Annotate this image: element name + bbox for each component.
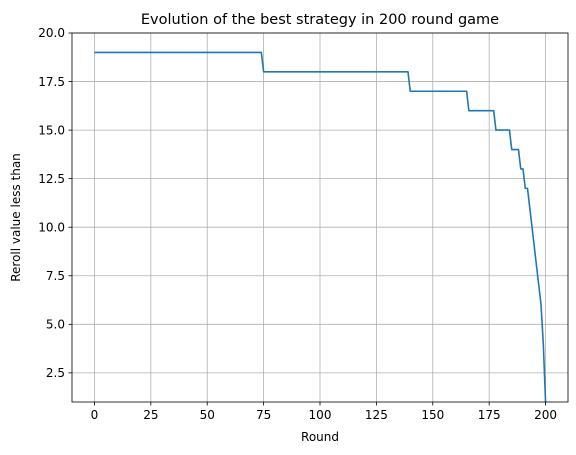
x-tick-label: 75 xyxy=(256,408,271,422)
series-layer xyxy=(94,51,547,403)
y-tick-label: 10.0 xyxy=(38,220,65,234)
x-tick-label: 200 xyxy=(534,408,557,422)
series-line xyxy=(94,51,547,403)
x-tick-label: 125 xyxy=(365,408,388,422)
y-axis-label: Reroll value less than xyxy=(9,153,23,282)
x-tick-label: 25 xyxy=(143,408,158,422)
y-tick-label: 12.5 xyxy=(38,172,65,186)
y-tick-label: 7.5 xyxy=(46,269,65,283)
x-tick-label: 100 xyxy=(309,408,332,422)
x-tick-label: 150 xyxy=(421,408,444,422)
x-tick-label: 175 xyxy=(478,408,501,422)
x-axis-label: Round xyxy=(301,430,339,444)
y-tick-label: 15.0 xyxy=(38,123,65,137)
x-tick-label: 0 xyxy=(91,408,99,422)
x-tick-label: 50 xyxy=(200,408,215,422)
y-axis: 2.5 5.0 7.5 10.0 12.5 15.0 17.5 20.0 xyxy=(38,26,72,380)
chart-title: Evolution of the best strategy in 200 ro… xyxy=(141,12,499,28)
y-tick-label: 20.0 xyxy=(38,26,65,40)
y-tick-label: 2.5 xyxy=(46,366,65,380)
y-tick-label: 5.0 xyxy=(46,318,65,332)
x-axis: 0 25 50 75 100 125 150 175 200 xyxy=(91,402,557,422)
y-tick-label: 17.5 xyxy=(38,75,65,89)
